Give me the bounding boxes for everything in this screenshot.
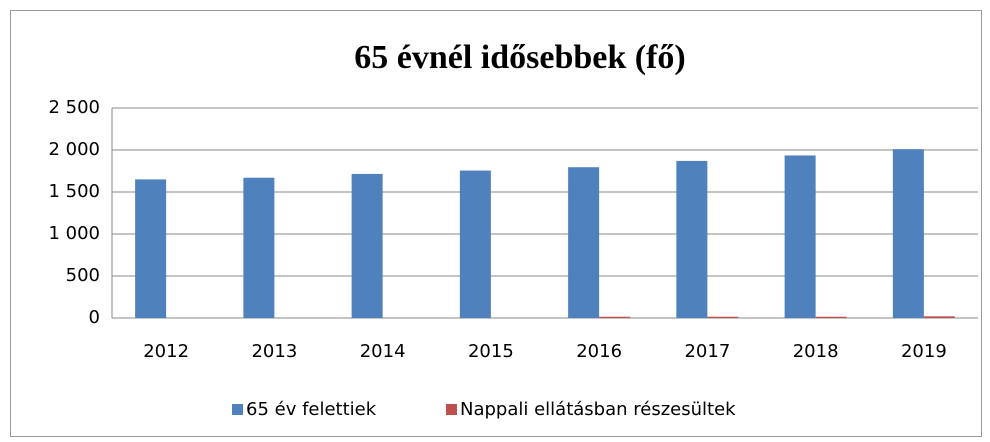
legend-label: Nappali ellátásban részesültek: [460, 399, 736, 420]
x-tick-label: 2015: [468, 341, 514, 362]
legend-swatch: [446, 404, 457, 415]
x-tick-label: 2019: [901, 341, 947, 362]
bar: [599, 316, 631, 318]
x-tick-label: 2012: [143, 341, 189, 362]
bar: [243, 177, 275, 318]
bar: [892, 149, 924, 318]
bar: [568, 167, 600, 318]
legend-label: 65 év felettiek: [246, 399, 377, 420]
bar: [923, 316, 955, 318]
y-tick-label: 2 000: [48, 139, 100, 160]
chart-border: [10, 10, 982, 437]
bar: [351, 173, 383, 318]
bar: [459, 170, 491, 318]
x-tick-label: 2017: [684, 341, 730, 362]
bar: [676, 160, 708, 318]
x-tick-label: 2018: [793, 341, 839, 362]
y-tick-label: 1 500: [48, 181, 100, 202]
y-tick-label: 1 000: [48, 223, 100, 244]
bar: [815, 316, 847, 318]
bar: [784, 155, 816, 318]
legend-swatch: [232, 404, 243, 415]
y-tick-label: 0: [89, 307, 100, 328]
chart-title: 65 évnél idősebbek (fő): [354, 39, 686, 76]
x-tick-label: 2016: [576, 341, 622, 362]
x-tick-label: 2013: [251, 341, 297, 362]
y-tick-label: 2 500: [48, 97, 100, 118]
bar: [135, 179, 167, 318]
bar: [707, 316, 739, 318]
x-tick-label: 2014: [360, 341, 406, 362]
y-tick-label: 500: [66, 265, 100, 286]
